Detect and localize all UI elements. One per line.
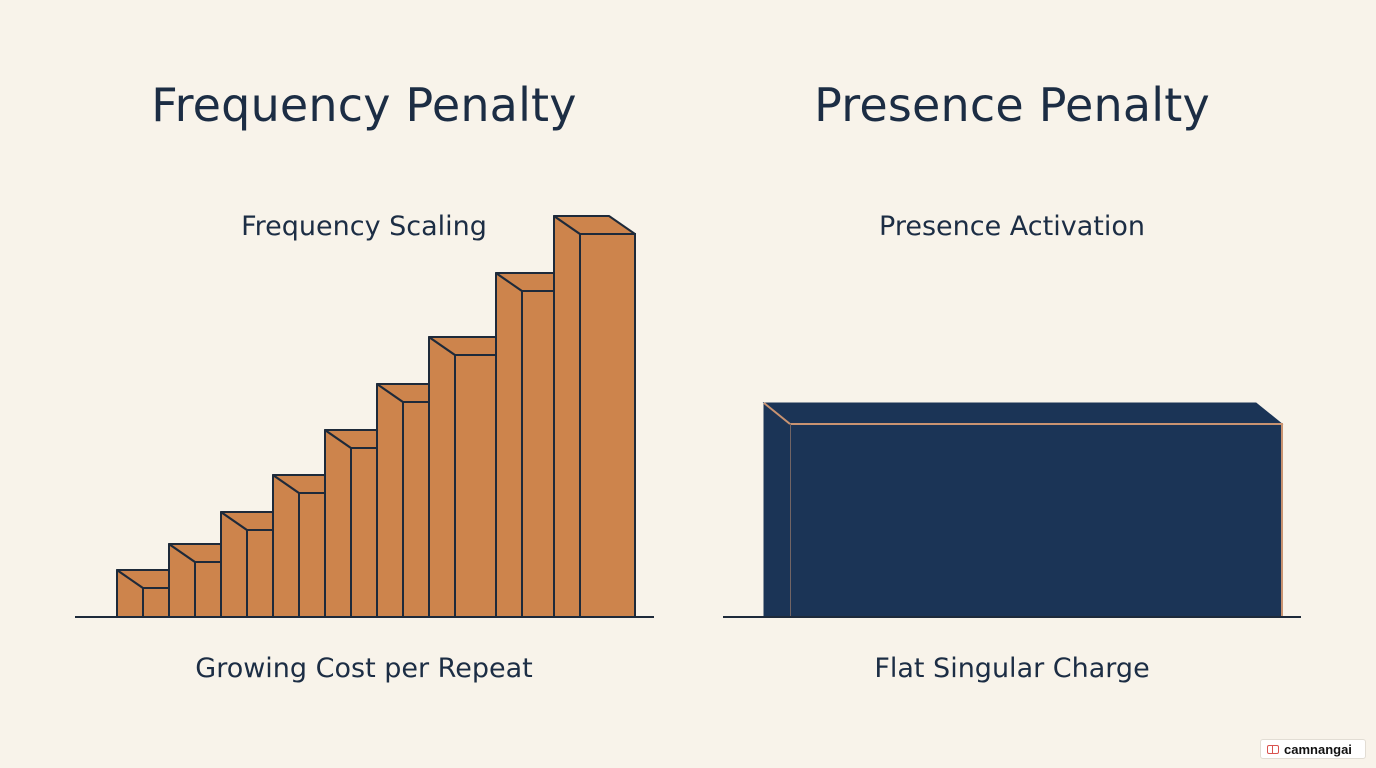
step-9 [553,215,636,618]
flat-charge-caption: Flat Singular Charge [874,653,1150,684]
step-side [376,383,404,618]
step-side [324,429,352,618]
presence-penalty-title: Presence Penalty [814,78,1210,132]
presence-block [762,401,1284,618]
step-side [553,215,581,618]
step-front [579,233,636,618]
presence-block-side [763,401,791,618]
book-icon [1267,744,1279,754]
presence-block-edge [763,402,791,425]
presence-block-front [789,423,1283,618]
presence-activation-label: Presence Activation [879,211,1145,242]
step-side [272,474,300,618]
step-side [428,336,456,618]
watermark-badge: camnangai [1260,739,1366,759]
frequency-penalty-title: Frequency Penalty [151,78,577,132]
step-side [495,272,523,618]
watermark-label: camnangai [1284,741,1352,757]
presence-block-top [762,402,1284,425]
frequency-scaling-label: Frequency Scaling [241,211,487,242]
growing-cost-caption: Growing Cost per Repeat [195,653,533,684]
frequency-staircase [116,215,636,618]
